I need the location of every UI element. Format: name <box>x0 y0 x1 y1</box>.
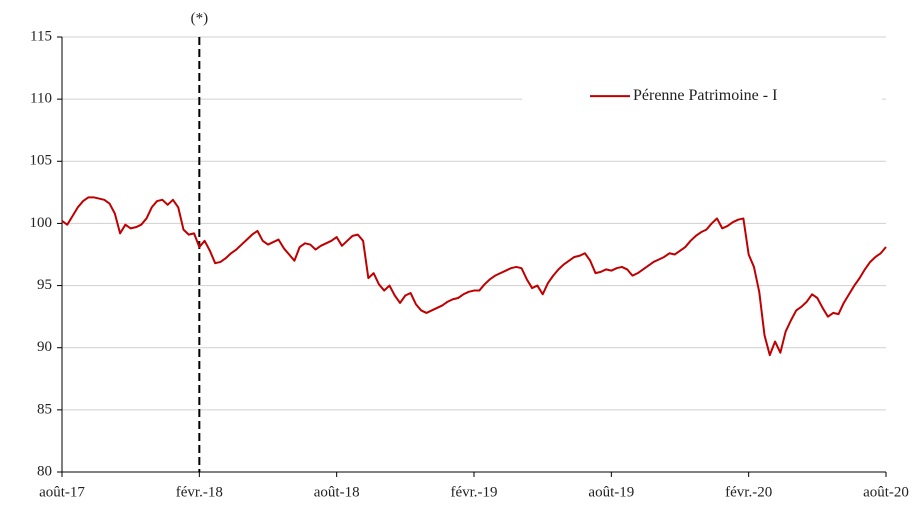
y-tick-label: 85 <box>37 401 52 417</box>
y-tick-label: 95 <box>37 277 52 293</box>
x-tick-label: août-19 <box>588 484 634 500</box>
y-tick-label: 110 <box>30 91 52 107</box>
y-tick-label: 105 <box>30 153 53 169</box>
x-tick-label: août-18 <box>314 484 360 500</box>
y-tick-label: 115 <box>30 28 52 44</box>
data-line <box>61 196 887 357</box>
legend-box <box>522 85 882 114</box>
x-tick-label: févr.-20 <box>725 484 772 500</box>
y-tick-label: 100 <box>30 215 53 231</box>
annotation-label: (*) <box>191 10 209 26</box>
x-tick-label: août-17 <box>39 484 85 500</box>
legend-label: Pérenne Patrimoine - I <box>633 87 777 104</box>
x-tick-label: févr.-19 <box>450 484 497 500</box>
x-tick-label: févr.-18 <box>176 484 223 500</box>
y-tick-label: 90 <box>37 339 52 355</box>
y-tick-label: 80 <box>37 463 52 479</box>
x-tick-label: août-20 <box>863 484 909 500</box>
